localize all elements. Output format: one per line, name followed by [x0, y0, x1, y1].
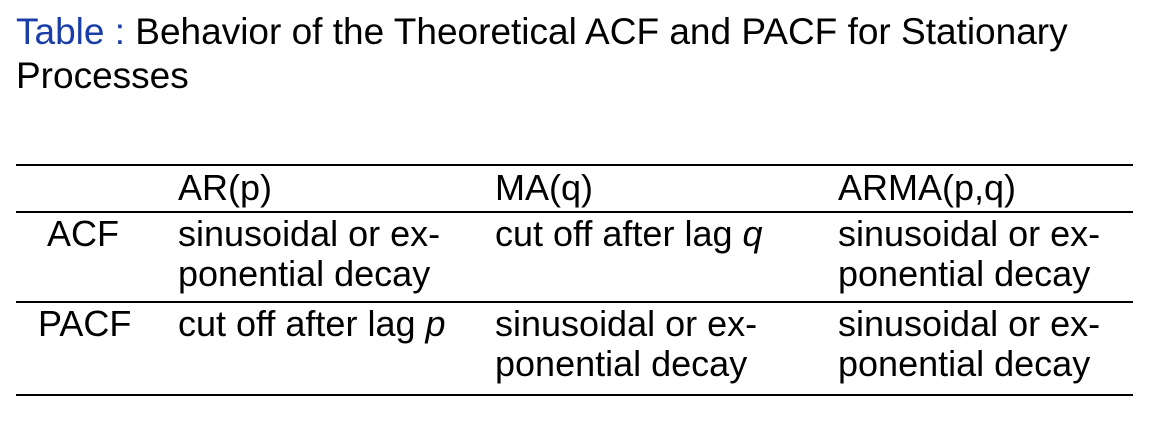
acf-arma-line-1: sinusoidal or ex- — [838, 213, 1101, 254]
pacf-ar-cell: cut off after lag p — [178, 304, 446, 344]
acf-ar-line-2: ponential decay — [178, 253, 431, 294]
acf-ma-text: cut off after lag — [495, 213, 743, 254]
row-label-pacf: PACF — [38, 303, 132, 344]
header-ar: AR(p) — [178, 167, 273, 208]
pacf-ma-word-3: ex- — [707, 303, 758, 344]
pacf-arma-line-1: sinusoidal or ex- — [838, 303, 1101, 344]
acf-ma-var: q — [742, 213, 763, 254]
pacf-ma-line-1: sinusoidal or ex- — [495, 304, 780, 344]
pacf-arma-line-2: ponential decay — [838, 343, 1091, 384]
pacf-ar-var: p — [425, 303, 446, 344]
pacf-ma-cell: sinusoidal or ex- ponential decay — [495, 304, 780, 384]
header-arma: ARMA(p,q) — [838, 167, 1017, 208]
table-header-rule — [16, 211, 1133, 213]
header-ma: MA(q) — [495, 167, 593, 208]
pacf-ma-line-2: ponential decay — [495, 343, 748, 384]
acf-arma-line-2: ponential decay — [838, 253, 1091, 294]
table-row-rule — [16, 301, 1133, 303]
table-bottom-rule — [16, 394, 1133, 396]
pacf-ar-text: cut off after lag — [178, 303, 426, 344]
pacf-arma-cell: sinusoidal or ex- ponential decay — [838, 304, 1100, 384]
acf-ma-cell: cut off after lag q — [495, 214, 763, 254]
caption-separator: : — [104, 11, 126, 52]
caption-label: Table — [16, 11, 105, 52]
row-label-acf: ACF — [47, 213, 119, 254]
pacf-ma-word-2: or — [665, 303, 698, 344]
acf-ar-cell: sinusoidal or ex- ponential decay — [178, 214, 440, 294]
pacf-ma-word-1: sinusoidal — [495, 303, 656, 344]
table-top-rule — [16, 164, 1133, 166]
caption-title: Behavior of the Theoretical ACF and PACF… — [16, 11, 1068, 96]
acf-ar-line-1: sinusoidal or ex- — [178, 213, 441, 254]
table-caption: Table : Behavior of the Theoretical ACF … — [16, 10, 1126, 98]
acf-arma-cell: sinusoidal or ex- ponential decay — [838, 214, 1100, 294]
